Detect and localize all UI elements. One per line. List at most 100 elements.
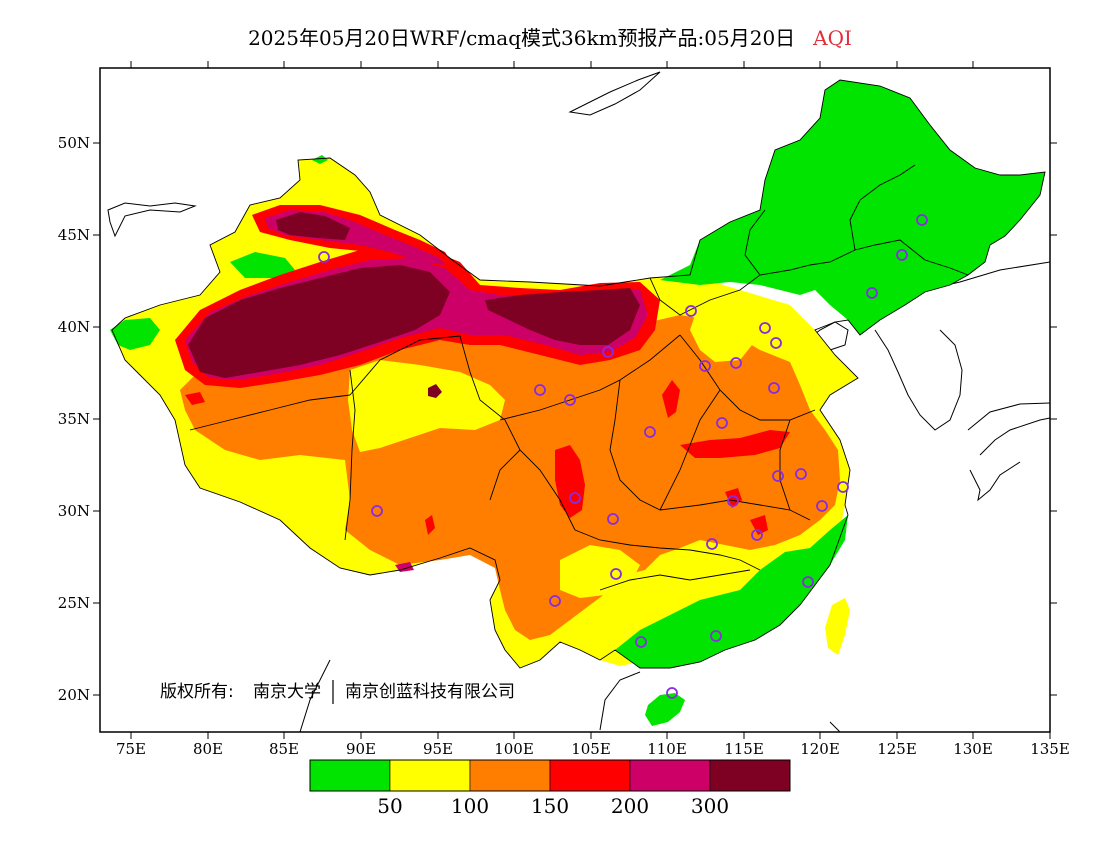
copyright-prefix: 版权所有: <box>160 682 234 702</box>
x-tick-label: 100E <box>494 740 534 758</box>
region-hazardous-spot <box>428 384 442 398</box>
region-good-xinjiang-n <box>230 252 295 278</box>
station-marker <box>706 538 718 550</box>
y-axis <box>93 142 1057 696</box>
y-tick-label: 45N <box>58 226 90 244</box>
legend-label: 300 <box>691 794 729 818</box>
station-marker <box>644 426 656 438</box>
region-hazardous-dzungaria <box>276 212 350 240</box>
y-tick-label: 35N <box>58 410 90 428</box>
station-marker <box>699 360 711 372</box>
map-content: 版权所有: 南京大学 南京创蓝科技有限公司 <box>107 71 1050 732</box>
region-hazardous-alashan <box>485 288 640 345</box>
title-product: AQI <box>813 26 852 50</box>
region-unhealthy-spot4 <box>185 392 205 405</box>
region-hazardous-taklamakan <box>188 265 450 378</box>
legend-label: 100 <box>451 794 489 818</box>
x-tick-label: 110E <box>647 740 687 758</box>
x-tick-label: 85E <box>269 740 299 758</box>
station-marker <box>549 595 561 607</box>
region-good-northeast <box>660 80 1045 335</box>
copyright: 版权所有: 南京大学 南京创蓝科技有限公司 <box>160 680 515 704</box>
x-tick-labels: 75E 80E 85E 90E 95E 100E 105E 110E 115E … <box>116 740 1070 758</box>
copyright-org1: 南京大学 <box>253 682 321 702</box>
station-marker <box>770 337 782 349</box>
station-marker <box>371 505 383 517</box>
station-marker <box>685 305 697 317</box>
station-marker <box>759 322 771 334</box>
borders <box>111 79 1046 669</box>
legend-swatch <box>709 759 791 792</box>
x-tick-label: 80E <box>193 740 223 758</box>
coastlines <box>107 71 1050 732</box>
copyright-org2: 南京创蓝科技有限公司 <box>345 682 515 702</box>
legend-label: 150 <box>531 794 569 818</box>
legend-color-bar <box>309 759 791 792</box>
region-unhealthy-spot3 <box>750 515 768 535</box>
station-marker <box>635 636 647 648</box>
station-marker <box>666 687 678 699</box>
aqi-regions <box>110 80 1045 726</box>
legend-frame <box>309 759 791 792</box>
region-taiwan <box>825 598 850 655</box>
y-tick-label: 40N <box>58 318 90 336</box>
legend-swatch <box>469 759 551 792</box>
x-tick-label: 105E <box>571 740 611 758</box>
region-good-south <box>615 515 848 668</box>
station-marker <box>802 576 814 588</box>
legend-label: 200 <box>611 794 649 818</box>
y-tick-label: 25N <box>58 594 90 612</box>
x-tick-label: 125E <box>877 740 917 758</box>
region-good-xinjiang-w <box>110 318 160 350</box>
station-marker <box>727 495 739 507</box>
y-tick-labels: 50N 45N 40N 35N 30N 25N 20N <box>58 134 90 704</box>
x-tick-label: 120E <box>800 740 840 758</box>
region-moderate-qinghai <box>348 360 505 452</box>
title-main: 2025年05月20日WRF/cmaq模式36km预报产品:05月20日 <box>248 26 796 50</box>
aqi-legend: 50 100 150 200 300 <box>309 759 791 818</box>
station-marker <box>710 630 722 642</box>
legend-labels: 50 100 150 200 300 <box>377 794 729 818</box>
x-tick-label: 115E <box>724 740 764 758</box>
legend-label: 50 <box>377 794 402 818</box>
region-unhealthy-east <box>680 430 790 458</box>
x-axis <box>130 61 1051 739</box>
station-marker <box>866 287 878 299</box>
station-marker <box>751 529 763 541</box>
region-hainan <box>645 693 685 726</box>
station-marker <box>534 384 546 396</box>
station-markers <box>318 214 928 699</box>
region-unhealthy-sichuan <box>555 445 585 518</box>
station-marker <box>896 249 908 261</box>
x-tick-label: 130E <box>953 740 993 758</box>
x-tick-label: 95E <box>423 740 453 758</box>
region-moderate-north <box>690 300 752 362</box>
region-unhealthy-spot1 <box>425 515 435 535</box>
x-tick-label: 135E <box>1030 740 1070 758</box>
y-tick-label: 50N <box>58 134 90 152</box>
station-marker <box>610 568 622 580</box>
region-very-unhealthy-spot <box>395 562 414 572</box>
region-unhealthy-shanxi <box>662 380 680 418</box>
station-marker <box>768 382 780 394</box>
station-marker <box>795 468 807 480</box>
y-tick-label: 30N <box>58 502 90 520</box>
station-marker <box>837 481 849 493</box>
station-marker <box>602 346 614 358</box>
station-marker <box>318 251 330 263</box>
legend-swatch <box>629 759 711 792</box>
region-moderate-sw <box>560 545 640 598</box>
legend-swatch <box>309 759 391 792</box>
y-tick-label: 20N <box>58 686 90 704</box>
legend-swatch <box>549 759 631 792</box>
region-good-altai <box>312 155 328 164</box>
station-marker <box>716 417 728 429</box>
station-marker <box>916 214 928 226</box>
map-title: 2025年05月20日WRF/cmaq模式36km预报产品:05月20日 AQI <box>0 22 1100 51</box>
x-tick-label: 90E <box>346 740 376 758</box>
x-tick-label: 75E <box>116 740 146 758</box>
station-marker <box>730 357 742 369</box>
legend-swatch <box>389 759 471 792</box>
station-marker <box>772 470 784 482</box>
